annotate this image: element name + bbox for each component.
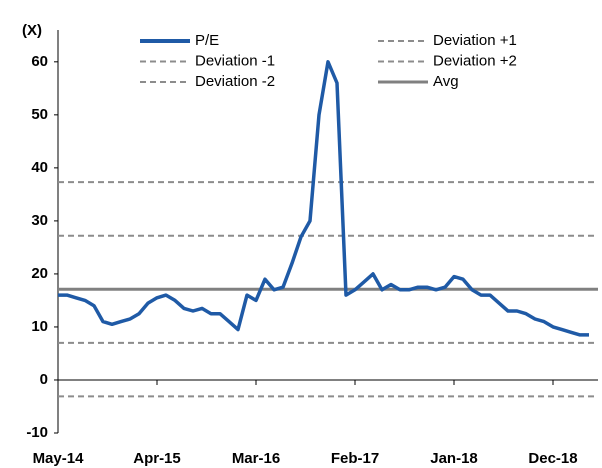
x-tick-label: May-14 (33, 450, 85, 467)
legend-label: Deviation +1 (433, 32, 517, 49)
x-tick-label: Jan-18 (430, 450, 478, 467)
x-tick-label: Feb-17 (331, 450, 379, 467)
legend-label: Avg (433, 73, 459, 90)
y-tick-label: 10 (31, 318, 48, 335)
y-tick-label: 20 (31, 265, 48, 282)
y-tick-label: -10 (26, 424, 48, 441)
y-tick-label: 60 (31, 53, 48, 70)
y-tick-label: 0 (40, 371, 48, 388)
pe-line (58, 60, 589, 337)
legend-label: Deviation -1 (195, 52, 275, 69)
y-tick-label: 40 (31, 159, 48, 176)
legend-label: Deviation -2 (195, 73, 275, 90)
y-axis-label: (X) (22, 22, 42, 39)
y-tick-label: 30 (31, 212, 48, 229)
x-tick-label: Apr-15 (133, 450, 181, 467)
legend-label: Deviation +2 (433, 52, 517, 69)
legend-label: P/E (195, 32, 219, 49)
y-tick-label: 50 (31, 106, 48, 123)
x-tick-label: Mar-16 (232, 450, 280, 467)
x-tick-label: Dec-18 (528, 450, 577, 467)
